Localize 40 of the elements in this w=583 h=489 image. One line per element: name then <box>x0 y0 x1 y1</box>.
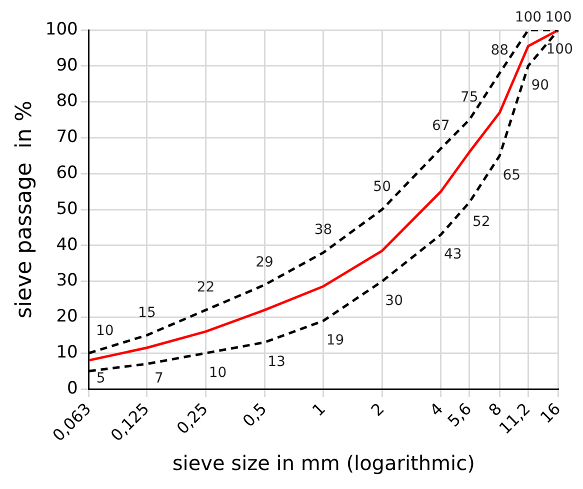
data-label: 90 <box>531 78 550 94</box>
y-tick-label: 50 <box>56 198 78 219</box>
data-label: 75 <box>460 89 478 106</box>
data-label: 7 <box>154 370 164 387</box>
x-tick-label: 8 <box>484 399 506 420</box>
y-axis-title: sieve passage in % <box>12 100 37 318</box>
y-tick-label: 60 <box>56 163 78 184</box>
x-tick-label: 0,5 <box>238 399 270 431</box>
data-label: 10 <box>208 364 227 381</box>
y-tick-label: 20 <box>56 306 78 327</box>
data-label: 88 <box>490 42 509 59</box>
data-label: 65 <box>502 167 521 184</box>
data-label: 10 <box>96 322 114 339</box>
data-label: 100 <box>546 42 574 58</box>
x-axis-title: sieve size in mm (logarithmic) <box>172 451 475 476</box>
y-tick-label: 10 <box>56 342 78 363</box>
data-label: 67 <box>432 118 450 134</box>
data-label: 19 <box>326 332 344 348</box>
y-tick-label: 40 <box>56 234 78 255</box>
y-tick-label: 100 <box>45 19 78 40</box>
data-label: 50 <box>373 179 391 196</box>
data-label: 5 <box>96 370 106 387</box>
data-label: 29 <box>256 254 274 271</box>
data-label: 100 <box>545 10 572 26</box>
data-label: 38 <box>314 222 332 238</box>
x-tick-label: 16 <box>536 399 564 427</box>
data-label: 52 <box>472 214 490 230</box>
y-tick-label: 70 <box>56 127 78 148</box>
x-tick-label: 2 <box>367 399 388 420</box>
data-label: 43 <box>444 246 462 262</box>
data-label: 100 <box>514 10 542 26</box>
data-label: 13 <box>268 354 286 370</box>
y-tick-label: 90 <box>56 55 78 76</box>
y-tick-label: 80 <box>56 91 78 112</box>
y-tick-label: 0 <box>67 378 78 398</box>
data-label: 30 <box>385 292 403 309</box>
data-label: 15 <box>138 304 156 321</box>
y-tick-label: 30 <box>56 270 78 291</box>
data-label: 22 <box>196 280 215 296</box>
x-tick-label: 1 <box>308 399 330 420</box>
